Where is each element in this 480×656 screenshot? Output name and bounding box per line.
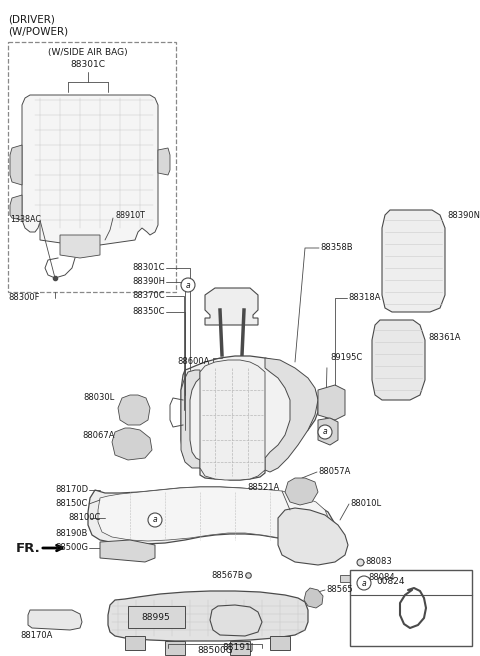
Polygon shape [318, 418, 338, 445]
Text: 88010L: 88010L [350, 499, 381, 508]
Text: 88521A: 88521A [248, 483, 280, 493]
Circle shape [357, 576, 371, 590]
Text: 88500G: 88500G [55, 544, 88, 552]
Text: a: a [186, 281, 190, 289]
Circle shape [148, 513, 162, 527]
Text: 88150C: 88150C [56, 499, 88, 508]
Polygon shape [372, 320, 425, 400]
Text: (W/POWER): (W/POWER) [8, 26, 68, 36]
Text: FR.: FR. [16, 541, 41, 554]
Text: 88300F: 88300F [8, 293, 39, 302]
Polygon shape [88, 487, 338, 548]
Polygon shape [181, 356, 318, 480]
Text: (W/SIDE AIR BAG): (W/SIDE AIR BAG) [48, 48, 128, 57]
Polygon shape [285, 478, 318, 505]
Text: 88067A: 88067A [83, 430, 115, 440]
Circle shape [181, 278, 195, 292]
Polygon shape [165, 641, 185, 655]
Polygon shape [125, 636, 145, 650]
Text: 88084: 88084 [368, 573, 395, 581]
Text: 88995: 88995 [142, 613, 170, 623]
Text: 88370C: 88370C [132, 291, 165, 300]
Polygon shape [10, 145, 22, 185]
Text: 88100C: 88100C [68, 514, 100, 522]
Polygon shape [128, 606, 185, 628]
Polygon shape [318, 385, 345, 420]
Polygon shape [265, 358, 318, 472]
Text: 88170A: 88170A [20, 630, 52, 640]
Text: 88565: 88565 [326, 586, 353, 594]
Text: 88170D: 88170D [55, 485, 88, 495]
Polygon shape [230, 641, 250, 655]
Text: 88301C: 88301C [132, 264, 165, 272]
Polygon shape [98, 487, 332, 542]
Polygon shape [108, 591, 308, 641]
Polygon shape [28, 610, 82, 630]
Text: 88600A: 88600A [178, 358, 210, 367]
Text: 88910T: 88910T [115, 211, 145, 220]
Text: 88190B: 88190B [56, 529, 88, 539]
Text: a: a [362, 579, 366, 588]
Text: 88083: 88083 [365, 558, 392, 567]
Polygon shape [181, 370, 200, 468]
Polygon shape [270, 636, 290, 650]
Polygon shape [22, 95, 158, 245]
Text: 88318A: 88318A [348, 293, 381, 302]
Text: 88030L: 88030L [84, 394, 115, 403]
Text: 88567B: 88567B [211, 571, 244, 579]
Text: 88358B: 88358B [320, 243, 353, 253]
Text: 88191J: 88191J [222, 643, 254, 652]
Polygon shape [112, 428, 152, 460]
Polygon shape [304, 588, 323, 608]
Text: 88057A: 88057A [318, 468, 350, 476]
Polygon shape [340, 575, 365, 582]
Text: a: a [153, 516, 157, 525]
Text: 88301C: 88301C [71, 60, 106, 69]
Bar [8, 42, 176, 292]
Text: 88361A: 88361A [428, 333, 460, 342]
Polygon shape [382, 210, 445, 312]
Polygon shape [158, 148, 170, 175]
Bar [350, 570, 472, 646]
Text: 89195C: 89195C [330, 354, 362, 363]
Polygon shape [278, 508, 348, 565]
Text: 88390N: 88390N [447, 211, 480, 220]
Polygon shape [200, 360, 265, 480]
Polygon shape [205, 288, 258, 325]
Polygon shape [60, 235, 100, 258]
Polygon shape [10, 195, 22, 220]
Polygon shape [100, 540, 155, 562]
Text: a: a [323, 428, 327, 436]
Circle shape [318, 425, 332, 439]
Polygon shape [210, 605, 262, 636]
Text: 00824: 00824 [376, 577, 405, 586]
Text: (DRIVER): (DRIVER) [8, 14, 55, 24]
Text: 88500G: 88500G [197, 646, 233, 655]
Text: 88350C: 88350C [132, 308, 165, 316]
Polygon shape [118, 395, 150, 425]
Text: 1338AC: 1338AC [10, 216, 41, 224]
Text: 88390H: 88390H [132, 277, 165, 287]
